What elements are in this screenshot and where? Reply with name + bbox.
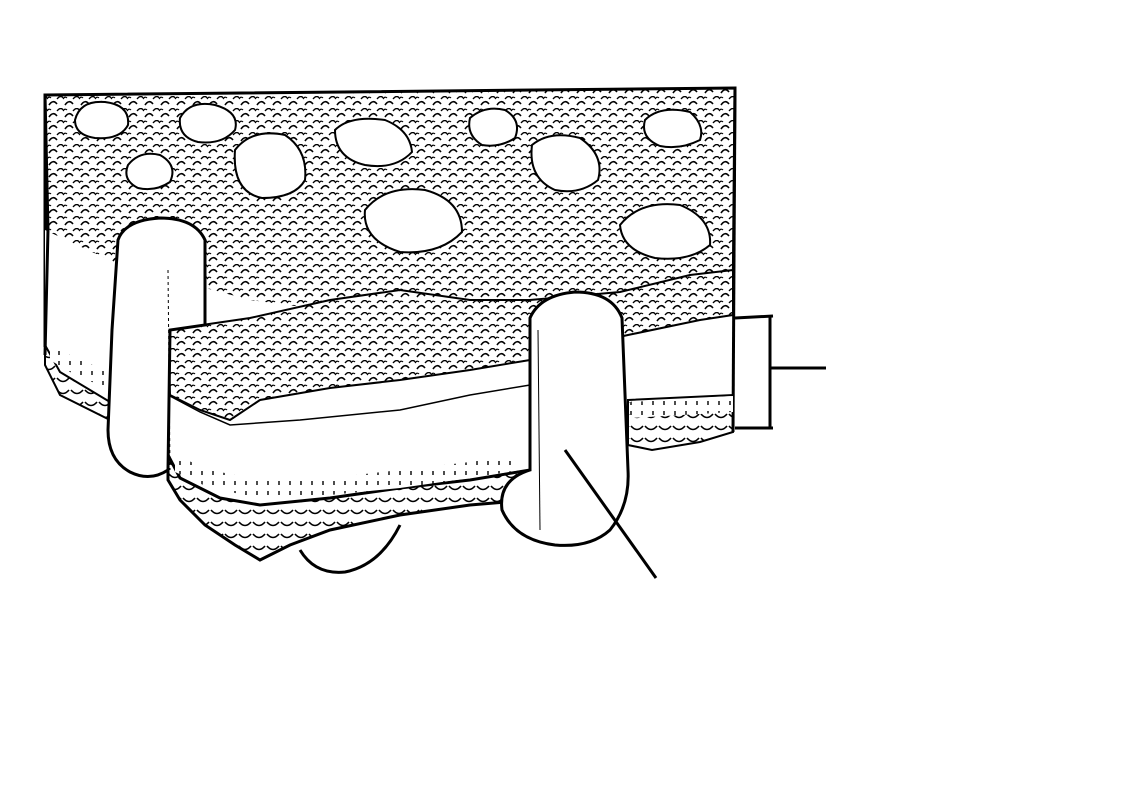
pore (363, 188, 464, 254)
pore (530, 134, 601, 193)
pore (233, 132, 307, 200)
surface-pores (73, 100, 712, 260)
pore (333, 117, 414, 168)
back-left-edge (43, 94, 50, 356)
front-bottom-heads (166, 454, 532, 562)
pore (643, 108, 703, 149)
pore (178, 102, 237, 144)
pore (618, 203, 712, 260)
bracket-top-tick (734, 314, 774, 320)
thickness-bracket (734, 314, 826, 430)
pore (468, 107, 518, 147)
back-tail-ticks (50, 345, 110, 388)
back-right-edge (731, 87, 737, 433)
right-tail-ticks (630, 396, 733, 418)
front-tail-ticks (175, 455, 520, 498)
pore (125, 152, 174, 191)
pore (73, 100, 130, 140)
integral-protein-right (500, 290, 630, 547)
peripheral-protein-bottom (298, 524, 402, 574)
integral-protein-left (106, 216, 207, 478)
protein-label-line (563, 449, 658, 579)
